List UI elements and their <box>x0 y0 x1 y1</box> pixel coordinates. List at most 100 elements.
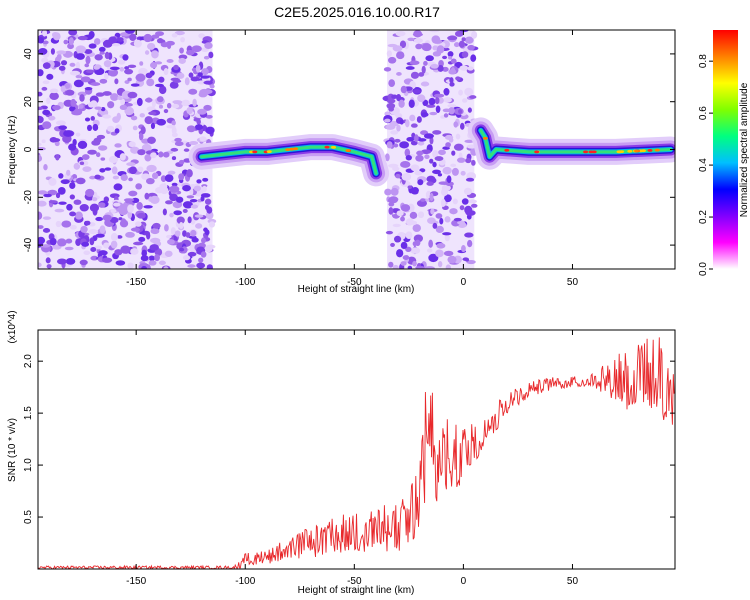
noise-blob <box>196 262 206 269</box>
noise-blob <box>399 119 404 125</box>
noise-blob <box>399 40 407 49</box>
noise-blob <box>405 154 412 161</box>
noise-blob <box>169 212 174 218</box>
noise-blob <box>193 185 202 192</box>
noise-blob <box>449 82 455 87</box>
noise-blob <box>182 208 188 214</box>
noise-blob <box>465 210 476 216</box>
noise-blob <box>385 124 396 130</box>
snr-line <box>38 337 675 569</box>
snr-x-tick-label: -100 <box>235 576 255 587</box>
noise-blob <box>455 76 461 81</box>
noise-blob <box>42 216 52 220</box>
noise-blob <box>154 61 163 65</box>
noise-blob <box>169 81 179 89</box>
noise-blob <box>110 208 117 213</box>
noise-blob <box>49 88 59 94</box>
snr-y-tick-label: 2.0 <box>23 354 34 368</box>
noise-blob <box>205 126 215 135</box>
noise-blob <box>170 147 179 152</box>
noise-blob <box>198 33 205 39</box>
noise-blob <box>417 141 425 146</box>
noise-blob <box>449 77 454 84</box>
noise-blob <box>190 204 199 209</box>
noise-blob <box>41 139 46 144</box>
noise-blob <box>43 193 52 198</box>
noise-blob <box>429 158 434 164</box>
noise-blob <box>470 203 478 208</box>
noise-blob <box>455 133 461 140</box>
noise-blob <box>186 107 193 115</box>
noise-blob <box>92 123 99 131</box>
noise-blob <box>144 116 153 125</box>
noise-blob <box>175 196 184 203</box>
noise-blob <box>178 173 185 181</box>
noise-blob <box>50 48 55 55</box>
noise-blob <box>65 238 73 244</box>
noise-blob <box>411 190 419 195</box>
noise-blob <box>409 60 420 66</box>
noise-blob <box>170 227 176 235</box>
noise-blob <box>393 143 399 148</box>
noise-blob <box>405 119 410 128</box>
noise-blob <box>386 98 396 104</box>
noise-blob <box>433 93 445 98</box>
noise-blob <box>57 258 67 265</box>
noise-blob <box>409 114 416 122</box>
noise-blob <box>464 232 474 238</box>
noise-blob <box>85 220 91 226</box>
colorbar-tick-label: 0.4 <box>698 158 709 172</box>
noise-blob <box>421 149 432 155</box>
noise-blob <box>147 136 156 145</box>
noise-blob <box>388 261 394 268</box>
snr-y-multiplier: (x10^4) <box>7 310 18 343</box>
noise-blob <box>109 66 120 71</box>
noise-blob <box>102 91 112 96</box>
noise-blob <box>63 39 69 45</box>
noise-blob <box>400 216 405 222</box>
noise-blob <box>196 179 202 184</box>
noise-blob <box>396 210 404 217</box>
noise-blob <box>46 73 54 80</box>
noise-blob <box>43 164 48 171</box>
noise-blob <box>174 141 184 147</box>
signal-peak <box>627 149 633 153</box>
noise-blob <box>55 154 60 161</box>
noise-blob <box>452 198 458 205</box>
noise-blob <box>190 229 197 237</box>
noise-blob <box>102 114 112 119</box>
noise-blob <box>398 99 405 108</box>
noise-blob <box>63 130 74 137</box>
noise-blob <box>73 162 81 170</box>
noise-blob <box>47 189 58 196</box>
noise-blob <box>129 33 137 42</box>
spectrogram-x-tick-label: -100 <box>235 277 255 288</box>
noise-blob <box>388 207 394 215</box>
noise-blob <box>181 101 191 107</box>
noise-blob <box>442 166 452 175</box>
noise-blob <box>182 255 191 261</box>
noise-blob <box>394 235 402 243</box>
noise-blob <box>467 107 472 113</box>
noise-blob <box>60 179 70 185</box>
noise-blob <box>120 174 128 182</box>
signal-peak <box>504 148 510 152</box>
noise-blob <box>75 132 81 137</box>
noise-blob <box>396 51 405 60</box>
noise-blob <box>77 91 87 97</box>
noise-blob <box>171 33 178 38</box>
noise-blob <box>188 88 198 95</box>
noise-blob <box>205 211 214 220</box>
noise-blob <box>386 141 393 149</box>
noise-blob <box>436 45 445 54</box>
noise-blob <box>75 45 86 54</box>
noise-blob <box>448 137 454 143</box>
noise-blob <box>88 30 95 39</box>
noise-blob <box>75 177 86 185</box>
noise-blob <box>103 242 110 249</box>
noise-blob <box>42 121 52 129</box>
noise-blob <box>136 212 146 219</box>
noise-blob <box>410 123 418 128</box>
noise-blob <box>396 249 404 258</box>
